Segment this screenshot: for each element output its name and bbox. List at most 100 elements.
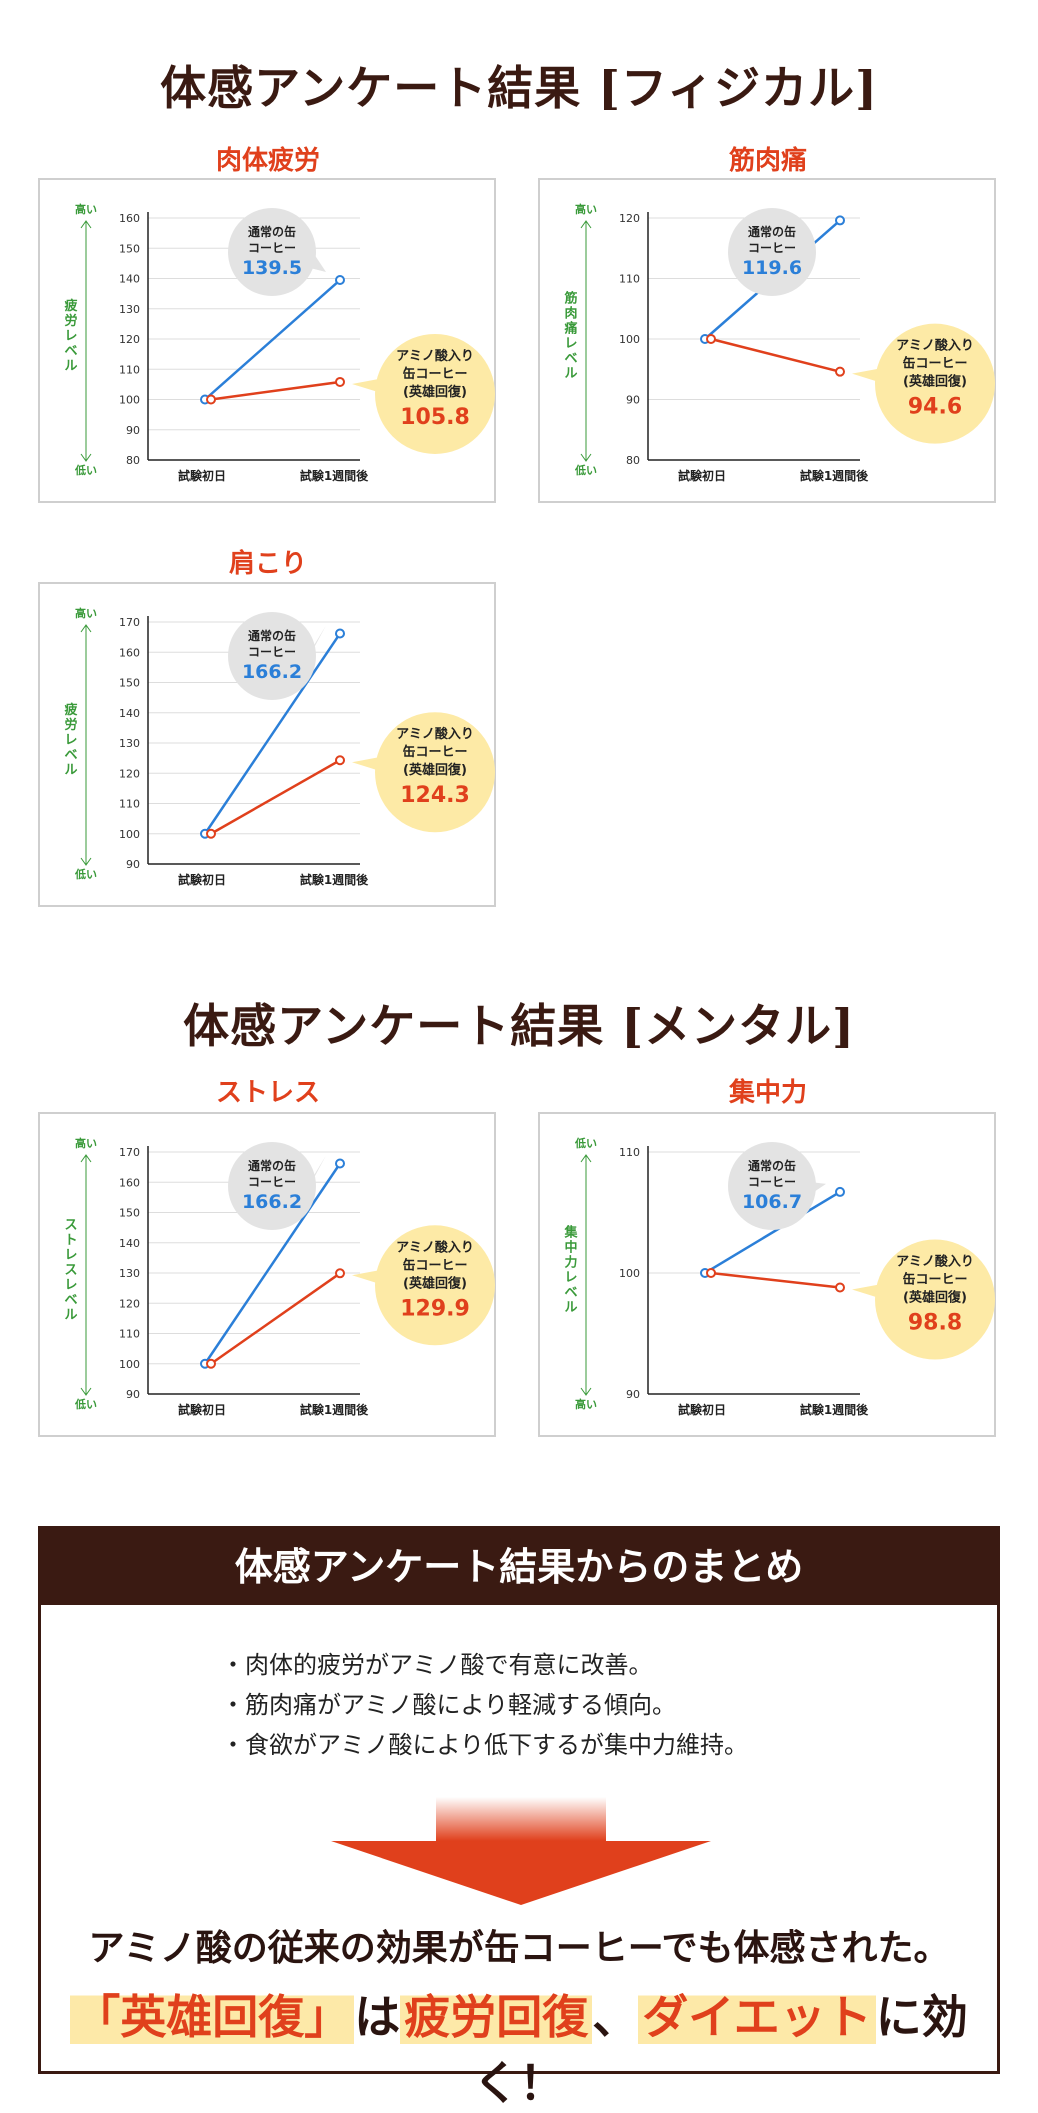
x-tick-label: 試験初日 <box>178 468 226 483</box>
data-point <box>335 755 345 766</box>
callout-label: 通常の缶 <box>248 1158 296 1173</box>
y-axis-label: 疲労レベル <box>64 298 77 374</box>
highlight-fatigue-recovery: 疲労回復 <box>400 1990 593 2044</box>
data-label: 105.8 <box>400 405 470 430</box>
y-tick-label: 110 <box>119 363 140 376</box>
scale-arrow-down-icon <box>580 1387 592 1396</box>
x-tick-label: 試験初日 <box>178 1402 226 1417</box>
x-tick-label: 試験初日 <box>178 872 226 887</box>
y-tick-label: 150 <box>119 242 140 255</box>
y-axis-label: 筋肉痛レベル <box>563 291 577 382</box>
callout-label: 缶コーヒー <box>402 744 467 760</box>
chart-fatigue: 80 90 100 110 120 130 140 150 160 試験初日 試験1週間後 高い 低い 疲… <box>38 178 496 503</box>
y-tick-label: 110 <box>119 798 140 811</box>
x-tick-label: 試験初日 <box>678 1402 726 1417</box>
summary-header: 体感アンケート結果からのまとめ <box>41 1529 997 1605</box>
callout-label: アミノ酸入り <box>396 1239 474 1255</box>
data-label: 124.3 <box>400 783 470 808</box>
callout-label: (英雄回復) <box>903 374 967 390</box>
series-line <box>203 1162 342 1365</box>
y-tick-label: 120 <box>619 212 640 225</box>
y-tick-label: 120 <box>119 767 140 780</box>
y-bottom-label: 低い <box>74 463 97 477</box>
x-tick-label: 試験1週間後 <box>800 1402 869 1417</box>
y-tick-label: 100 <box>619 333 640 346</box>
scale-arrow-up-icon <box>80 1154 92 1163</box>
y-tick-label: 140 <box>119 1237 140 1250</box>
callout-label: (英雄回復) <box>403 384 467 400</box>
data-point <box>335 1268 345 1279</box>
callout-label: 通常の缶 <box>248 628 296 643</box>
callout-label: アミノ酸入り <box>396 348 474 364</box>
y-tick-label: 130 <box>119 737 140 750</box>
data-label: 166.2 <box>242 661 302 683</box>
y-tick-label: 90 <box>126 1388 140 1401</box>
summary-bullet: 肉体的疲労がアミノ酸で有意に改善。 <box>221 1645 748 1685</box>
x-tick-label: 試験1週間後 <box>300 872 369 887</box>
y-bottom-label: 低い <box>74 1397 97 1411</box>
y-tick-label: 170 <box>119 1146 140 1159</box>
scale-arrow-up-icon <box>580 1154 592 1163</box>
x-tick-label: 試験1週間後 <box>300 468 369 483</box>
y-tick-label: 150 <box>119 677 140 690</box>
scale-arrow-down-icon <box>80 1387 92 1396</box>
chart-stress: 90 100 110 120 130 140 150 160 170 試験初日 試験1週間後 高い 低い… <box>38 1112 496 1437</box>
x-tick-label: 試験1週間後 <box>800 468 869 483</box>
y-top-label: 高い <box>75 606 97 620</box>
chart-title-stiff-shoulder: 肩こり <box>228 549 307 579</box>
callout-label: (英雄回復) <box>403 762 467 778</box>
scale-arrow-down-icon <box>80 857 92 866</box>
y-tick-label: 110 <box>619 273 640 286</box>
data-label: 129.9 <box>400 1296 470 1321</box>
series-line <box>704 1190 841 1275</box>
callout-label: コーヒー <box>248 645 296 659</box>
callout-bubble <box>875 1239 995 1360</box>
y-tick-label: 160 <box>119 1176 140 1189</box>
summary-bullet: 食欲がアミノ酸により低下するが集中力維持。 <box>221 1725 748 1765</box>
chart-title-muscle-pain: 筋肉痛 <box>728 146 807 176</box>
callout-label: (英雄回復) <box>403 1275 467 1291</box>
scale-arrow-down-icon <box>580 453 592 462</box>
y-bottom-label: 低い <box>74 867 97 881</box>
data-point <box>335 1158 345 1169</box>
scale-arrow-down-icon <box>80 453 92 462</box>
y-bottom-label: 高い <box>575 1397 597 1411</box>
highlight-product-name: 「英雄回復」 <box>70 1990 355 2044</box>
callout-label: 通常の缶 <box>748 224 796 239</box>
data-label: 119.6 <box>742 257 802 279</box>
callout-label: コーヒー <box>248 241 296 255</box>
callout-label: 缶コーヒー <box>402 366 467 382</box>
y-top-label: 高い <box>575 202 597 216</box>
callout-label: コーヒー <box>748 241 796 255</box>
data-point <box>335 275 345 286</box>
callout-label: コーヒー <box>748 1175 796 1189</box>
callout-label: 通常の缶 <box>748 1158 796 1173</box>
summary-bullet-list: 肉体的疲労がアミノ酸で有意に改善。 筋肉痛がアミノ酸により軽減する傾向。 食欲が… <box>221 1645 748 1765</box>
y-top-label: 高い <box>75 1136 97 1150</box>
callout-bubble <box>875 323 995 444</box>
conclusion-text: は <box>354 1990 401 2044</box>
y-bottom-label: 低い <box>574 463 597 477</box>
data-label: 106.7 <box>742 1191 802 1213</box>
data-point <box>835 366 845 377</box>
y-axis-label: ストレスレベル <box>64 1218 77 1323</box>
data-point <box>835 1282 845 1293</box>
callout-bubble <box>375 712 495 833</box>
callout-bubble <box>728 1142 816 1230</box>
scale-arrow-up-icon <box>580 220 592 229</box>
callout-bubble <box>228 1142 316 1230</box>
conclusion-text: 、 <box>592 1990 639 2044</box>
callout-label: アミノ酸入り <box>896 1254 974 1270</box>
summary-bullet: 筋肉痛がアミノ酸により軽減する傾向。 <box>221 1685 748 1725</box>
chart-concentration: 90 100 110 試験初日 試験1週間後 低い 高い 集中力レベル 通常の缶 コーヒー 106.… <box>538 1112 996 1437</box>
y-tick-label: 100 <box>119 394 140 407</box>
callout-label: (英雄回復) <box>903 1290 967 1306</box>
data-point <box>335 376 345 387</box>
highlight-diet: ダイエット <box>638 1990 876 2044</box>
callout-label: アミノ酸入り <box>896 338 974 354</box>
y-tick-label: 120 <box>119 333 140 346</box>
down-arrow-icon <box>331 1797 711 1905</box>
y-tick-label: 80 <box>626 454 640 467</box>
